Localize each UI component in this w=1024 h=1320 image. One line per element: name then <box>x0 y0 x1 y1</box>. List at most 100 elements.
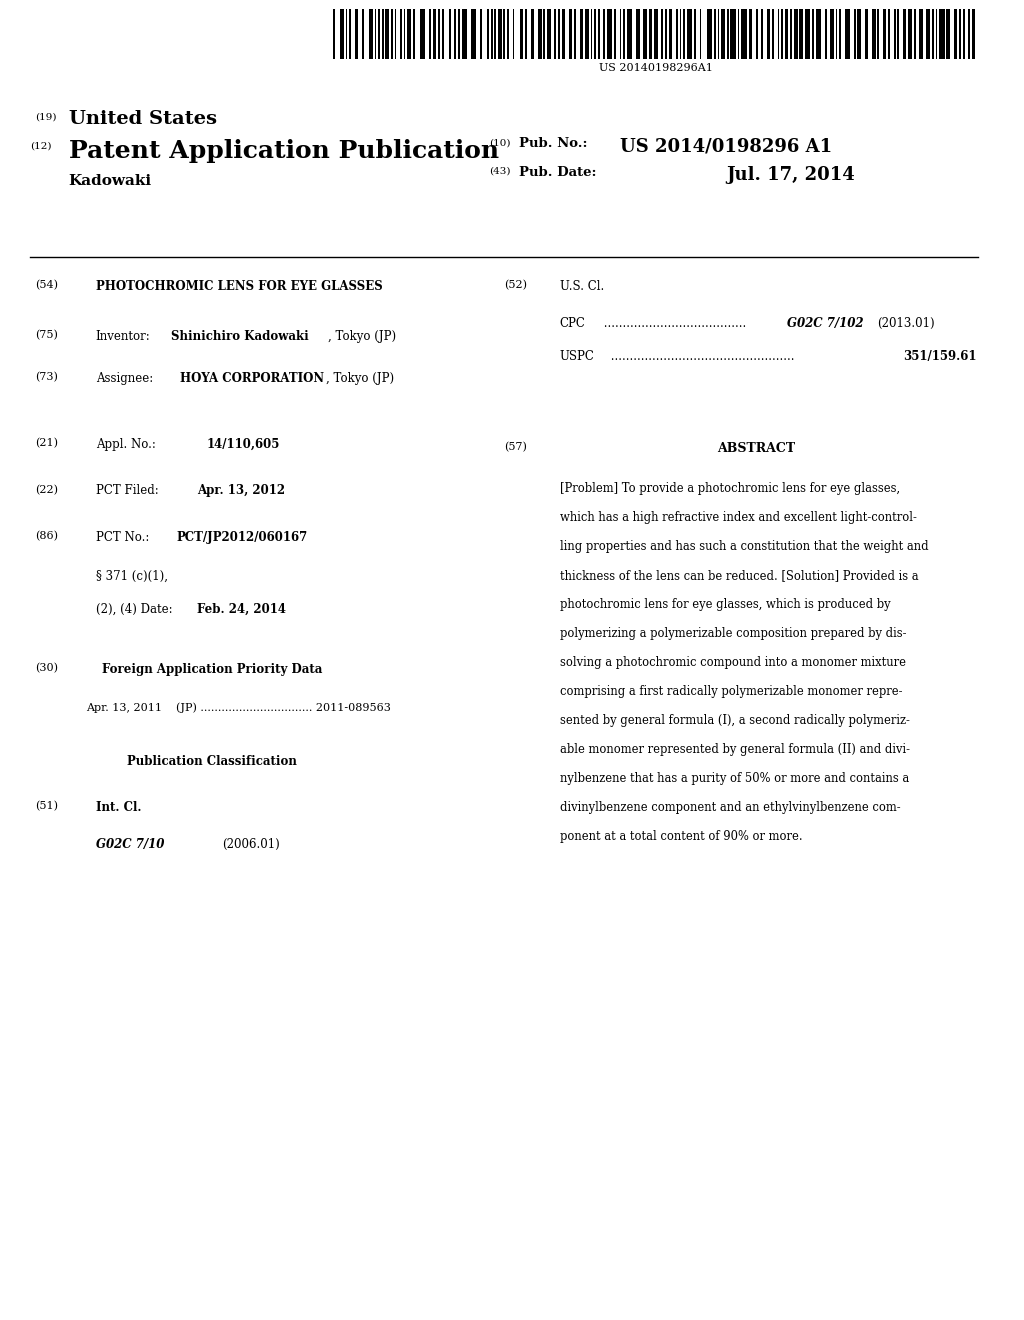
Text: polymerizing a polymerizable composition prepared by dis-: polymerizing a polymerizable composition… <box>560 627 906 640</box>
Text: (86): (86) <box>35 531 58 541</box>
Text: 351/159.61: 351/159.61 <box>902 350 976 363</box>
Bar <box>908 9 912 59</box>
Bar <box>495 9 497 59</box>
Bar <box>936 9 937 59</box>
Bar <box>903 9 906 59</box>
Text: United States: United States <box>69 110 217 128</box>
Bar <box>654 9 657 59</box>
Bar <box>413 9 415 59</box>
Bar <box>643 9 647 59</box>
Bar <box>487 9 488 59</box>
Bar <box>897 9 899 59</box>
Bar <box>620 9 622 59</box>
Bar <box>687 9 692 59</box>
Bar <box>756 9 758 59</box>
Text: (12): (12) <box>31 141 52 150</box>
Bar <box>627 9 633 59</box>
Text: .................................................: ........................................… <box>607 350 795 363</box>
Bar <box>963 9 965 59</box>
Text: (51): (51) <box>35 801 58 812</box>
Bar <box>349 9 351 59</box>
Bar <box>607 9 612 59</box>
Bar <box>972 9 976 59</box>
Bar <box>554 9 556 59</box>
Text: (73): (73) <box>35 372 58 383</box>
Bar <box>520 9 523 59</box>
Bar <box>568 9 572 59</box>
Bar <box>707 9 713 59</box>
Text: (19): (19) <box>35 112 56 121</box>
Bar <box>968 9 970 59</box>
Bar <box>420 9 425 59</box>
Text: (75): (75) <box>35 330 58 341</box>
Bar <box>665 9 667 59</box>
Text: Pub. Date:: Pub. Date: <box>519 166 597 180</box>
Bar <box>683 9 685 59</box>
Bar <box>836 9 838 59</box>
Bar <box>585 9 589 59</box>
Text: Inventor:: Inventor: <box>96 330 151 343</box>
Text: Apr. 13, 2011    (JP) ................................ 2011-089563: Apr. 13, 2011 (JP) .....................… <box>86 702 390 713</box>
Text: photochromic lens for eye glasses, which is produced by: photochromic lens for eye glasses, which… <box>560 598 890 611</box>
Bar <box>648 9 652 59</box>
Bar <box>864 9 868 59</box>
Text: Pub. No.:: Pub. No.: <box>519 137 588 150</box>
Bar <box>946 9 950 59</box>
Bar <box>794 9 798 59</box>
Text: ponent at a total content of 90% or more.: ponent at a total content of 90% or more… <box>560 830 803 843</box>
Bar <box>449 9 451 59</box>
Text: (57): (57) <box>504 442 527 453</box>
Text: US 2014/0198296 A1: US 2014/0198296 A1 <box>621 137 833 156</box>
Bar <box>580 9 584 59</box>
Text: HOYA CORPORATION: HOYA CORPORATION <box>179 372 324 385</box>
Bar <box>939 9 944 59</box>
Bar <box>761 9 763 59</box>
Text: solving a photochromic compound into a monomer mixture: solving a photochromic compound into a m… <box>560 656 906 669</box>
Bar <box>927 9 930 59</box>
Text: able monomer represented by general formula (II) and divi-: able monomer represented by general form… <box>560 743 909 756</box>
Text: (52): (52) <box>504 280 527 290</box>
Text: PCT/JP2012/060167: PCT/JP2012/060167 <box>176 531 308 544</box>
Bar <box>455 9 457 59</box>
Bar <box>953 9 957 59</box>
Bar <box>480 9 481 59</box>
Bar <box>636 9 640 59</box>
Text: (2), (4) Date:: (2), (4) Date: <box>96 603 172 616</box>
Bar <box>694 9 696 59</box>
Bar <box>888 9 890 59</box>
Bar <box>727 9 728 59</box>
Text: , Tokyo (JP): , Tokyo (JP) <box>328 330 396 343</box>
Bar <box>530 9 535 59</box>
Text: G02C 7/102: G02C 7/102 <box>786 317 863 330</box>
Bar <box>345 9 347 59</box>
Bar <box>438 9 440 59</box>
Text: (21): (21) <box>35 438 58 449</box>
Text: sented by general formula (I), a second radically polymeriz-: sented by general formula (I), a second … <box>560 714 909 727</box>
Bar <box>429 9 431 59</box>
Bar <box>721 9 725 59</box>
Text: CPC: CPC <box>560 317 586 330</box>
Bar <box>561 9 565 59</box>
Bar <box>784 9 788 59</box>
Bar <box>538 9 542 59</box>
Text: (2006.01): (2006.01) <box>222 838 280 851</box>
Bar <box>361 9 364 59</box>
Text: Foreign Application Priority Data: Foreign Application Priority Data <box>101 663 322 676</box>
Bar <box>737 9 739 59</box>
Bar <box>959 9 961 59</box>
Text: Publication Classification: Publication Classification <box>127 755 297 768</box>
Bar <box>699 9 701 59</box>
Text: , Tokyo (JP): , Tokyo (JP) <box>326 372 394 385</box>
Bar <box>749 9 753 59</box>
Bar <box>574 9 577 59</box>
Bar <box>920 9 923 59</box>
Bar <box>800 9 803 59</box>
Bar <box>676 9 678 59</box>
Text: Assignee:: Assignee: <box>96 372 153 385</box>
Text: ling properties and has such a constitution that the weight and: ling properties and has such a constitut… <box>560 540 929 553</box>
Text: US 20140198296A1: US 20140198296A1 <box>599 63 713 74</box>
Bar <box>558 9 560 59</box>
Bar <box>857 9 861 59</box>
Text: U.S. Cl.: U.S. Cl. <box>560 280 604 293</box>
Text: USPC: USPC <box>560 350 595 363</box>
